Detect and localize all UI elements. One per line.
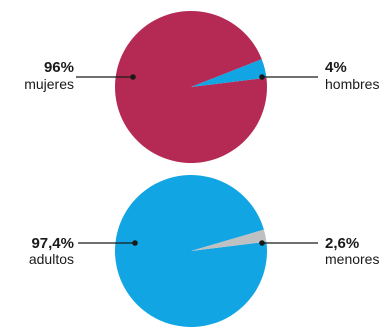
leader-dot-mujeres [130, 74, 136, 80]
label-name-hombres: hombres [325, 76, 379, 92]
label-pct-hombres: 4% [325, 59, 347, 76]
pie-chart-age: 97,4% adultos 2,6% menores [29, 174, 379, 327]
label-pct-adultos: 97,4% [31, 235, 74, 252]
leader-dot-adultos [132, 240, 138, 246]
label-name-adultos: adultos [29, 251, 74, 267]
slice-mujeres [114, 10, 267, 163]
slice-hombres [191, 59, 267, 87]
pie-chart-gender: 96% mujeres 4% hombres [24, 10, 379, 163]
leader-dot-hombres [259, 74, 265, 80]
label-pct-mujeres: 96% [44, 59, 74, 76]
slice-adultos [114, 174, 267, 327]
slice-menores [191, 229, 267, 251]
leader-dot-menores [259, 240, 265, 246]
label-pct-menores: 2,6% [325, 235, 359, 252]
label-name-menores: menores [325, 251, 379, 267]
label-name-mujeres: mujeres [24, 76, 74, 92]
